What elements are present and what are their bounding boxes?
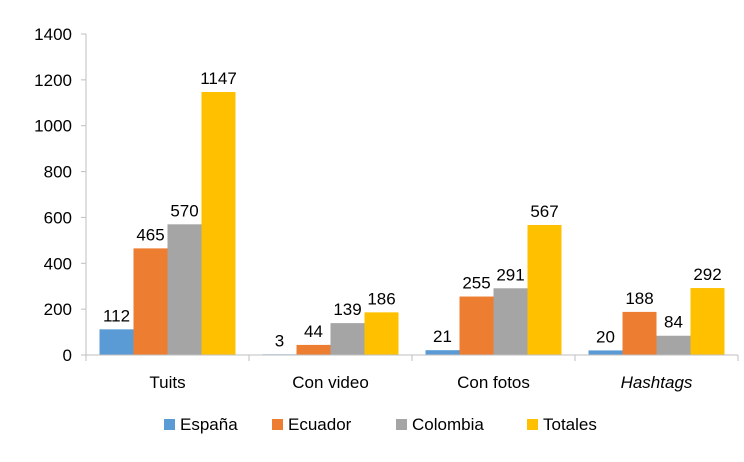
- bar: [364, 312, 399, 355]
- data-label: 84: [664, 313, 683, 332]
- bar: [201, 92, 236, 356]
- data-labels: 112 465 570 1147 3 44 139 186 21 255 291 567 20 188 84…: [103, 69, 722, 350]
- bar: [167, 224, 202, 355]
- y-axis: 0 200 400 600 800 1000 1200 1400: [34, 25, 87, 365]
- legend-swatch: [164, 419, 175, 430]
- bar: [656, 335, 691, 355]
- bar: [690, 288, 725, 355]
- bar: [330, 323, 365, 355]
- bar: [622, 311, 657, 355]
- y-tick-label: 1200: [34, 71, 72, 90]
- bar: [527, 224, 562, 355]
- data-label: 188: [625, 289, 653, 308]
- y-tick-label: 200: [44, 300, 72, 319]
- data-label: 186: [367, 289, 395, 308]
- legend-label: España: [180, 415, 238, 434]
- data-label: 1147: [200, 69, 237, 88]
- y-tick-label: 0: [63, 346, 72, 365]
- legend-swatch: [396, 419, 407, 430]
- legend: España Ecuador Colombia Totales: [164, 415, 597, 434]
- y-tick-label: 600: [44, 208, 72, 227]
- data-label: 44: [304, 322, 323, 341]
- bar: [493, 288, 528, 355]
- legend-label: Ecuador: [288, 415, 352, 434]
- legend-swatch: [527, 419, 538, 430]
- bar: [133, 248, 168, 355]
- data-label: 112: [103, 306, 130, 325]
- data-label: 21: [433, 327, 452, 346]
- legend-label: Colombia: [412, 415, 484, 434]
- data-label: 465: [136, 225, 164, 244]
- x-axis: Tuits Con video Con fotos Hashtags: [85, 354, 739, 392]
- y-tick-label: 1400: [34, 25, 72, 44]
- data-label: 570: [170, 201, 198, 220]
- data-label: 255: [462, 274, 490, 293]
- y-tick-label: 800: [44, 163, 72, 182]
- bar: [296, 344, 331, 355]
- x-tick-label: Con fotos: [457, 373, 530, 392]
- x-tick-label: Con video: [292, 373, 369, 392]
- legend-label: Totales: [543, 415, 597, 434]
- bar: [425, 350, 460, 355]
- bar: [588, 350, 623, 355]
- x-tick-label: Hashtags: [621, 373, 693, 392]
- x-tick-label: Tuits: [149, 373, 185, 392]
- data-label: 291: [496, 265, 524, 284]
- data-label: 3: [275, 331, 284, 350]
- data-label: 20: [596, 327, 615, 346]
- data-label: 139: [333, 300, 361, 319]
- legend-swatch: [272, 419, 283, 430]
- data-label: 567: [530, 202, 558, 221]
- y-tick-label: 1000: [34, 117, 72, 136]
- y-tick-label: 400: [44, 254, 72, 273]
- bars: [99, 92, 725, 356]
- bar: [99, 329, 134, 355]
- data-label: 292: [693, 265, 721, 284]
- bar: [459, 296, 494, 355]
